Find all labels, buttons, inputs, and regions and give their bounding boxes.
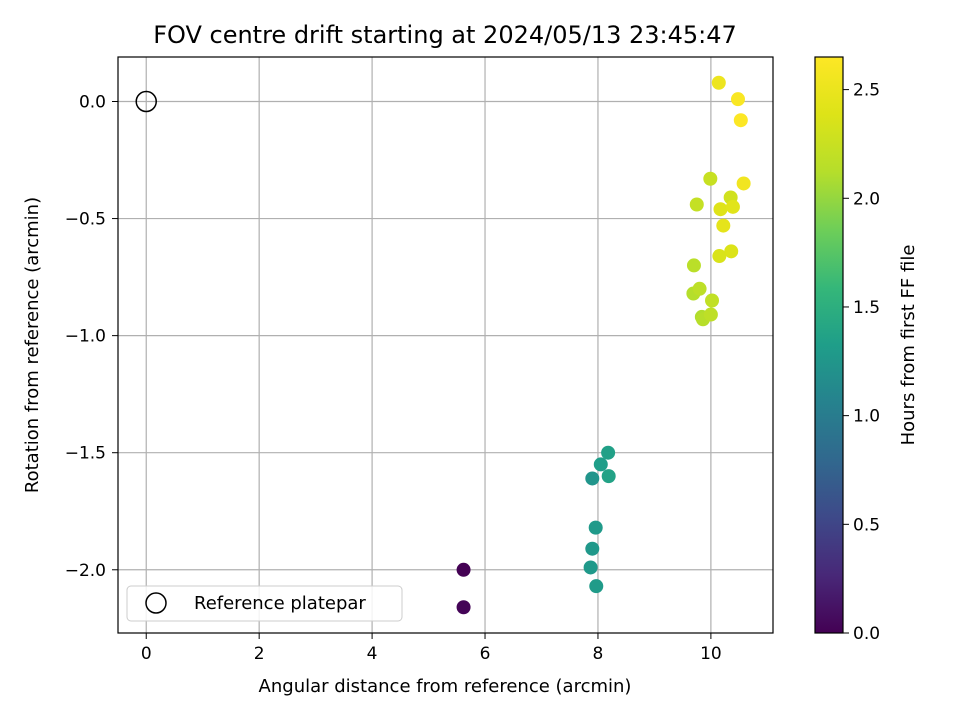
data-point bbox=[585, 471, 600, 486]
colorbar-ticks: 0.0 0.5 1.0 1.5 2.0 2.5 bbox=[843, 81, 880, 644]
reference-marker bbox=[135, 90, 157, 113]
data-point bbox=[686, 258, 701, 273]
y-axis-label: Rotation from reference (arcmin) bbox=[22, 197, 43, 493]
x-tick-label: 4 bbox=[367, 644, 378, 664]
colorbar-tick-label: 1.5 bbox=[853, 298, 880, 318]
y-tick-label: −1.5 bbox=[65, 444, 106, 464]
colorbar-tick-label: 2.0 bbox=[853, 189, 880, 209]
plot-frame bbox=[117, 56, 774, 634]
data-point bbox=[716, 218, 731, 233]
y-tick-label: −1.0 bbox=[65, 327, 106, 347]
data-point bbox=[730, 92, 745, 107]
x-tick-label: 10 bbox=[700, 644, 722, 664]
x-tick-label: 0 bbox=[141, 644, 152, 664]
chart-title: FOV centre drift starting at 2024/05/13 … bbox=[153, 21, 737, 49]
legend-box bbox=[126, 585, 403, 622]
data-point bbox=[601, 445, 616, 460]
x-tick-label: 8 bbox=[593, 644, 604, 664]
data-point bbox=[585, 541, 600, 556]
data-point bbox=[711, 75, 726, 90]
colorbar-tick-label: 2.5 bbox=[853, 81, 880, 101]
data-point bbox=[583, 560, 598, 575]
data-point bbox=[705, 293, 720, 308]
y-tick-label: −0.5 bbox=[65, 210, 106, 230]
grid-lines bbox=[118, 57, 773, 633]
x-axis-label: Angular distance from reference (arcmin) bbox=[259, 676, 632, 697]
data-point bbox=[456, 562, 471, 577]
colorbar-tick-label: 0.0 bbox=[853, 624, 880, 644]
legend-reference-marker bbox=[145, 592, 167, 614]
data-point bbox=[724, 244, 739, 259]
colorbar-tick-label: 1.0 bbox=[853, 407, 880, 427]
data-point bbox=[733, 113, 748, 128]
y-tick-label: 0.0 bbox=[79, 92, 106, 112]
data-point bbox=[456, 600, 471, 615]
x-tick-label: 2 bbox=[254, 644, 265, 664]
legend-reference-label: Reference platepar bbox=[194, 593, 366, 614]
data-points bbox=[456, 75, 751, 615]
colorbar-tick-label: 0.5 bbox=[853, 515, 880, 535]
colorbar: 0.0 0.5 1.0 1.5 2.0 2.5 Hours from first FF f… bbox=[814, 56, 919, 644]
data-point bbox=[601, 469, 616, 484]
data-point bbox=[589, 579, 604, 594]
colorbar-gradient bbox=[814, 56, 844, 634]
y-axis-ticks: 0.0 −0.5 −1.0 −1.5 −2.0 bbox=[65, 92, 118, 581]
data-point bbox=[712, 249, 727, 264]
data-point bbox=[725, 199, 740, 214]
legend: Reference platepar bbox=[126, 585, 403, 622]
y-tick-label: −2.0 bbox=[65, 561, 106, 581]
data-point bbox=[689, 197, 704, 212]
data-point bbox=[692, 281, 707, 296]
data-point bbox=[593, 457, 608, 472]
x-tick-label: 6 bbox=[480, 644, 491, 664]
data-point bbox=[713, 202, 728, 217]
colorbar-label: Hours from first FF file bbox=[898, 245, 919, 446]
data-point bbox=[588, 520, 603, 535]
data-point bbox=[736, 176, 751, 191]
data-point bbox=[703, 171, 718, 186]
data-point bbox=[703, 307, 718, 322]
x-axis-ticks: 0 2 4 6 8 10 bbox=[141, 633, 722, 664]
